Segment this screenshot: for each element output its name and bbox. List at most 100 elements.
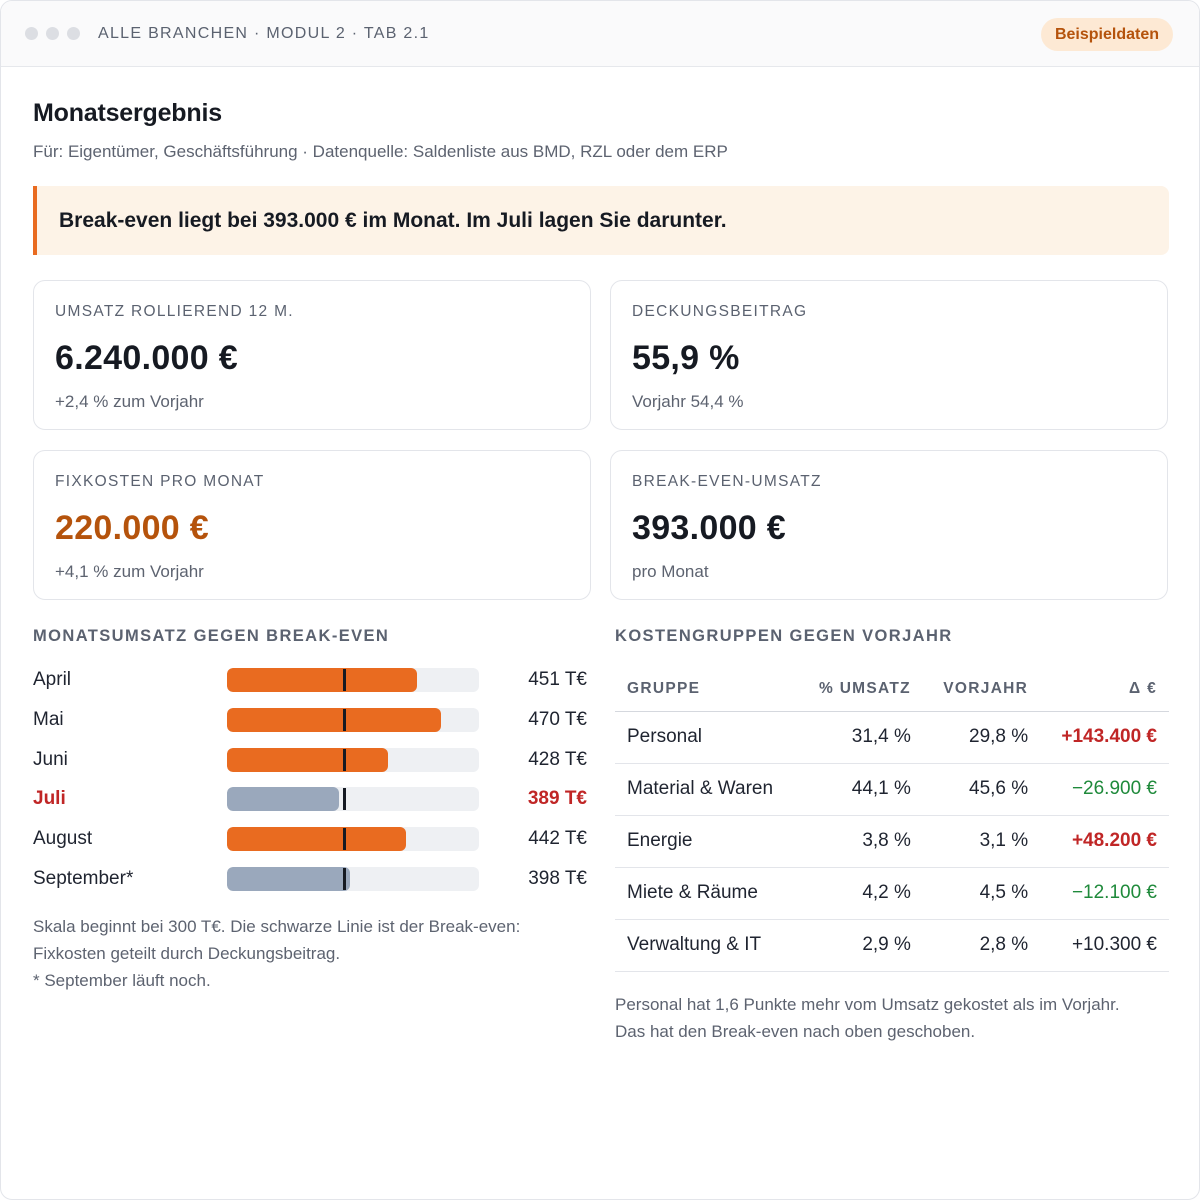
kpi-label: UMSATZ ROLLIEREND 12 M. [55, 303, 294, 320]
kpi-card-revenue: UMSATZ ROLLIEREND 12 M. 6.240.000 € +2,4… [33, 280, 591, 430]
cell-share: 3,8 % [798, 815, 923, 868]
kpi-value: 393.000 € [632, 509, 786, 547]
table-row: Energie 3,8 % 3,1 % +48.200 € [615, 815, 1169, 868]
bar-value-label: 389 T€ [527, 788, 587, 809]
title-bar: ALLE BRANCHEN · MODUL 2 · TAB 2.1 Beispi… [1, 1, 1199, 67]
bar-value-label: 470 T€ [528, 709, 587, 730]
bar-value-label: 398 T€ [528, 868, 587, 889]
kpi-card-fixed-costs: FIXKOSTEN PRO MONAT 220.000 € +4,1 % zum… [33, 450, 591, 600]
kpi-label: BREAK-EVEN-UMSATZ [632, 473, 822, 490]
bar-month-label: Juni [33, 749, 68, 770]
minimize-window-button[interactable] [46, 27, 59, 40]
break-even-marker [343, 788, 346, 810]
bar-value-label: 442 T€ [528, 828, 587, 849]
callout-text: Break-even liegt bei 393.000 € im Monat.… [59, 208, 727, 232]
cell-group: Energie [615, 815, 799, 868]
bar-month-label: April [33, 669, 72, 690]
bar-value-label: 451 T€ [528, 669, 587, 690]
bar-row-august: August 442 T€ [33, 827, 593, 851]
cell-group: Personal [615, 711, 799, 764]
break-even-marker [343, 828, 346, 850]
table-note: Personal hat 1,6 Punkte mehr vom Umsatz … [615, 995, 1120, 1041]
cell-prior: 3,1 % [922, 815, 1041, 868]
cell-prior: 2,8 % [922, 919, 1041, 972]
break-even-marker [343, 868, 346, 890]
cell-prior: 45,6 % [922, 763, 1041, 816]
table-row: Personal 31,4 % 29,8 % +143.400 € [615, 711, 1169, 764]
revenue-chart-panel: MONATSUMSATZ GEGEN BREAK-EVEN April 451 … [33, 627, 593, 990]
cell-share: 4,2 % [798, 867, 923, 920]
sample-data-badge: Beispieldaten [1040, 18, 1173, 51]
bar-value-label: 428 T€ [528, 749, 587, 770]
chart-note-line: * September läuft noch. [33, 971, 211, 990]
cost-table: GRUPPE % UMSATZ VORJAHR Δ € Personal 31,… [615, 667, 1169, 972]
zoom-window-button[interactable] [67, 27, 80, 40]
kpi-sub: +4,1 % zum Vorjahr [55, 562, 204, 581]
bar-track [227, 708, 479, 732]
cell-prior: 29,8 % [922, 711, 1041, 764]
bar-track [227, 827, 479, 851]
bar-row-juli: Juli 389 T€ [33, 787, 593, 811]
column-header-share: % UMSATZ [798, 667, 923, 712]
table-row: Verwaltung & IT 2,9 % 2,8 % +10.300 € [615, 919, 1169, 972]
cost-table-panel: KOSTENGRUPPEN GEGEN VORJAHR GRUPPE % UMS… [615, 627, 1169, 1041]
cell-delta: +143.400 € [1040, 711, 1169, 764]
cell-share: 31,4 % [798, 711, 923, 764]
bar-month-label: Mai [33, 709, 64, 730]
main-content: Monatsergebnis Für: Eigentümer, Geschäft… [1, 99, 1199, 602]
bar-row-juni: Juni 428 T€ [33, 748, 593, 772]
kpi-value: 55,9 % [632, 339, 740, 377]
cell-share: 2,9 % [798, 919, 923, 972]
kpi-label: DECKUNGSBEITRAG [632, 303, 808, 320]
bar-fill [227, 787, 340, 811]
cost-table-title: KOSTENGRUPPEN GEGEN VORJAHR [615, 627, 953, 645]
bar-fill [227, 668, 418, 692]
kpi-value: 220.000 € [55, 509, 209, 547]
bar-month-label: September* [33, 868, 134, 889]
kpi-sub: pro Monat [632, 562, 709, 581]
bar-month-label: August [33, 828, 93, 849]
cell-group: Miete & Räume [615, 867, 799, 920]
bar-track [227, 668, 479, 692]
kpi-label: FIXKOSTEN PRO MONAT [55, 473, 265, 490]
column-header-group: GRUPPE [615, 667, 799, 712]
cell-group: Material & Waren [615, 763, 799, 816]
cell-delta: +10.300 € [1040, 919, 1169, 972]
bar-row-april: April 451 T€ [33, 668, 593, 692]
column-header-delta: Δ € [1040, 667, 1169, 712]
kpi-sub: +2,4 % zum Vorjahr [55, 392, 204, 411]
window-controls [25, 27, 80, 40]
bar-fill [227, 748, 389, 772]
revenue-chart-title: MONATSUMSATZ GEGEN BREAK-EVEN [33, 627, 390, 645]
breadcrumb: ALLE BRANCHEN · MODUL 2 · TAB 2.1 [98, 24, 430, 42]
kpi-value: 6.240.000 € [55, 339, 238, 377]
kpi-sub: Vorjahr 54,4 % [632, 392, 744, 411]
bar-row-september: September* 398 T€ [33, 867, 593, 891]
page-title: Monatsergebnis [33, 99, 222, 127]
break-even-marker [343, 669, 346, 691]
kpi-card-break-even: BREAK-EVEN-UMSATZ 393.000 € pro Monat [610, 450, 1168, 600]
kpi-card-contribution-margin: DECKUNGSBEITRAG 55,9 % Vorjahr 54,4 % [610, 280, 1168, 430]
cell-group: Verwaltung & IT [615, 919, 799, 972]
cell-delta: −26.900 € [1040, 763, 1169, 816]
bar-fill [227, 827, 406, 851]
bar-fill [227, 708, 442, 732]
cell-delta: −12.100 € [1040, 867, 1169, 920]
bar-track [227, 867, 479, 891]
break-even-callout: Break-even liegt bei 393.000 € im Monat.… [33, 186, 1169, 255]
table-row: Material & Waren 44,1 % 45,6 % −26.900 € [615, 763, 1169, 816]
bar-fill [227, 867, 351, 891]
close-window-button[interactable] [25, 27, 38, 40]
break-even-marker [343, 749, 346, 771]
cell-prior: 4,5 % [922, 867, 1041, 920]
cell-share: 44,1 % [798, 763, 923, 816]
bar-track [227, 787, 479, 811]
chart-note: Skala beginnt bei 300 T€. Die schwarze L… [33, 913, 520, 994]
bar-row-mai: Mai 470 T€ [33, 708, 593, 732]
table-header-row: GRUPPE % UMSATZ VORJAHR Δ € [615, 667, 1169, 712]
bar-track [227, 748, 479, 772]
bar-month-label: Juli [33, 788, 66, 809]
break-even-marker [343, 709, 346, 731]
chart-note-line: Skala beginnt bei 300 T€. Die schwarze L… [33, 917, 521, 936]
